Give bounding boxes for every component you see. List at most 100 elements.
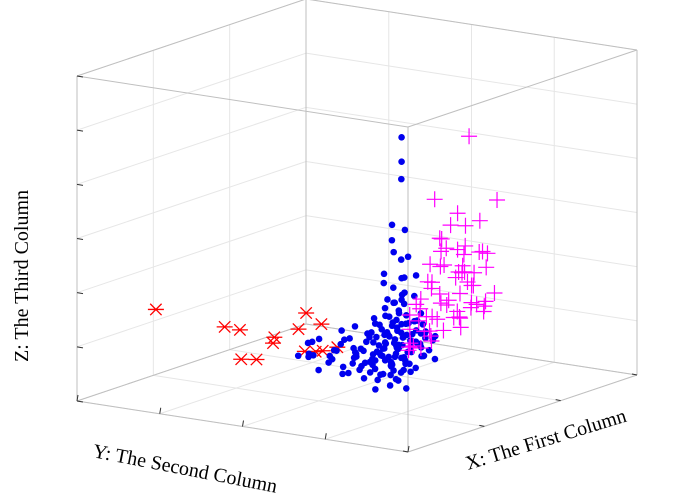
data-point-blue: [341, 336, 348, 343]
data-point-magenta: [479, 245, 496, 262]
data-point-blue: [338, 327, 345, 334]
data-point-blue: [418, 352, 425, 360]
data-point-magenta: [452, 319, 469, 336]
data-point-magenta: [452, 310, 469, 327]
grid-line-back-z: [76, 52, 307, 131]
back-panes: [76, 0, 638, 453]
grid-line-floor-y: [159, 336, 389, 415]
data-point-magenta: [486, 284, 503, 301]
data-point-magenta: [461, 128, 478, 145]
data-point-blue: [391, 299, 399, 306]
box-edge-front: [407, 374, 638, 453]
data-point-magenta: [478, 259, 495, 276]
data-point-blue: [397, 369, 405, 376]
data-point-blue: [372, 386, 379, 393]
data-point-blue: [388, 221, 396, 229]
box-edge-front: [76, 75, 409, 128]
data-point-blue: [375, 342, 383, 349]
x-tick-mark: [479, 424, 485, 427]
data-point-blue: [412, 364, 420, 372]
data-point-blue: [399, 334, 407, 341]
data-point-blue: [382, 312, 389, 320]
data-point-magenta: [423, 332, 440, 349]
data-point-blue: [400, 300, 408, 308]
data-point-blue: [402, 385, 410, 392]
x-axis-title: X: The First Column: [463, 405, 629, 475]
data-point-magenta: [454, 257, 471, 274]
data-point-blue: [419, 321, 427, 328]
data-point-red: [266, 331, 283, 344]
data-point-magenta: [474, 243, 491, 260]
data-point-magenta: [466, 264, 483, 281]
data-point-magenta: [426, 191, 443, 208]
data-point-blue: [398, 134, 405, 141]
data-point-red: [314, 344, 331, 357]
y-tick-mark: [242, 420, 244, 427]
data-point-blue: [351, 348, 359, 356]
data-point-blue: [349, 360, 357, 367]
data-point-magenta: [433, 230, 450, 247]
data-point-magenta: [450, 263, 467, 280]
data-point-blue: [360, 374, 368, 382]
data-point-blue: [390, 284, 397, 292]
data-point-magenta: [410, 312, 427, 329]
data-point-blue: [397, 256, 405, 263]
data-point-magenta: [401, 306, 418, 323]
y-tick-mark: [159, 407, 162, 414]
series-red-asterisk: [147, 303, 346, 366]
data-point-magenta: [489, 192, 506, 208]
x-tick-mark: [555, 399, 561, 402]
data-point-magenta: [457, 237, 474, 254]
box-edge-back: [76, 0, 305, 77]
data-point-blue: [351, 323, 359, 330]
data-point-blue: [401, 226, 409, 234]
data-point-blue: [337, 340, 345, 348]
data-point-magenta: [436, 256, 453, 273]
data-point-blue: [366, 369, 374, 376]
grid-line-floor-y: [325, 361, 555, 440]
data-point-blue: [370, 339, 377, 346]
data-point-blue: [398, 175, 405, 183]
grid-line-back-z: [76, 161, 307, 239]
data-point-blue: [379, 370, 387, 378]
z-tick-mark: [76, 292, 84, 295]
data-point-red: [290, 322, 307, 336]
data-point-magenta: [424, 274, 441, 291]
data-point-magenta: [418, 308, 435, 325]
data-point-blue: [366, 333, 373, 341]
data-point-blue: [400, 274, 408, 281]
z-tick-mark: [76, 238, 84, 240]
data-point-blue: [370, 314, 378, 322]
box-edge-back: [309, 0, 638, 51]
tick-marks: [76, 75, 638, 453]
data-point-blue: [388, 361, 396, 369]
data-point-blue: [379, 352, 386, 360]
data-point-magenta: [405, 337, 422, 354]
z-tick-mark: [76, 400, 84, 403]
data-point-blue: [339, 363, 347, 371]
data-point-magenta: [432, 295, 449, 312]
data-point-magenta: [412, 300, 429, 317]
data-point-blue: [388, 236, 396, 244]
data-point-blue: [390, 248, 397, 256]
data-point-blue: [380, 279, 388, 287]
data-point-blue: [412, 272, 420, 279]
data-point-blue: [315, 335, 323, 343]
data-point-blue: [368, 355, 376, 363]
data-point-blue: [345, 369, 352, 377]
data-point-blue: [339, 370, 346, 378]
grid-line-floor-y: [242, 349, 472, 427]
data-point-blue: [346, 335, 353, 342]
data-point-blue: [305, 350, 313, 358]
y-tick-mark: [76, 394, 79, 402]
data-point-red: [233, 353, 250, 366]
data-point-magenta: [432, 258, 449, 275]
grid-line-back-z: [76, 106, 307, 185]
data-point-red: [298, 306, 315, 320]
data-point-magenta: [429, 311, 446, 328]
data-point-blue: [407, 368, 414, 376]
data-point-blue: [333, 347, 340, 355]
z-tick-mark: [76, 183, 84, 186]
data-point-magenta: [438, 240, 455, 257]
data-point-magenta: [435, 322, 452, 339]
